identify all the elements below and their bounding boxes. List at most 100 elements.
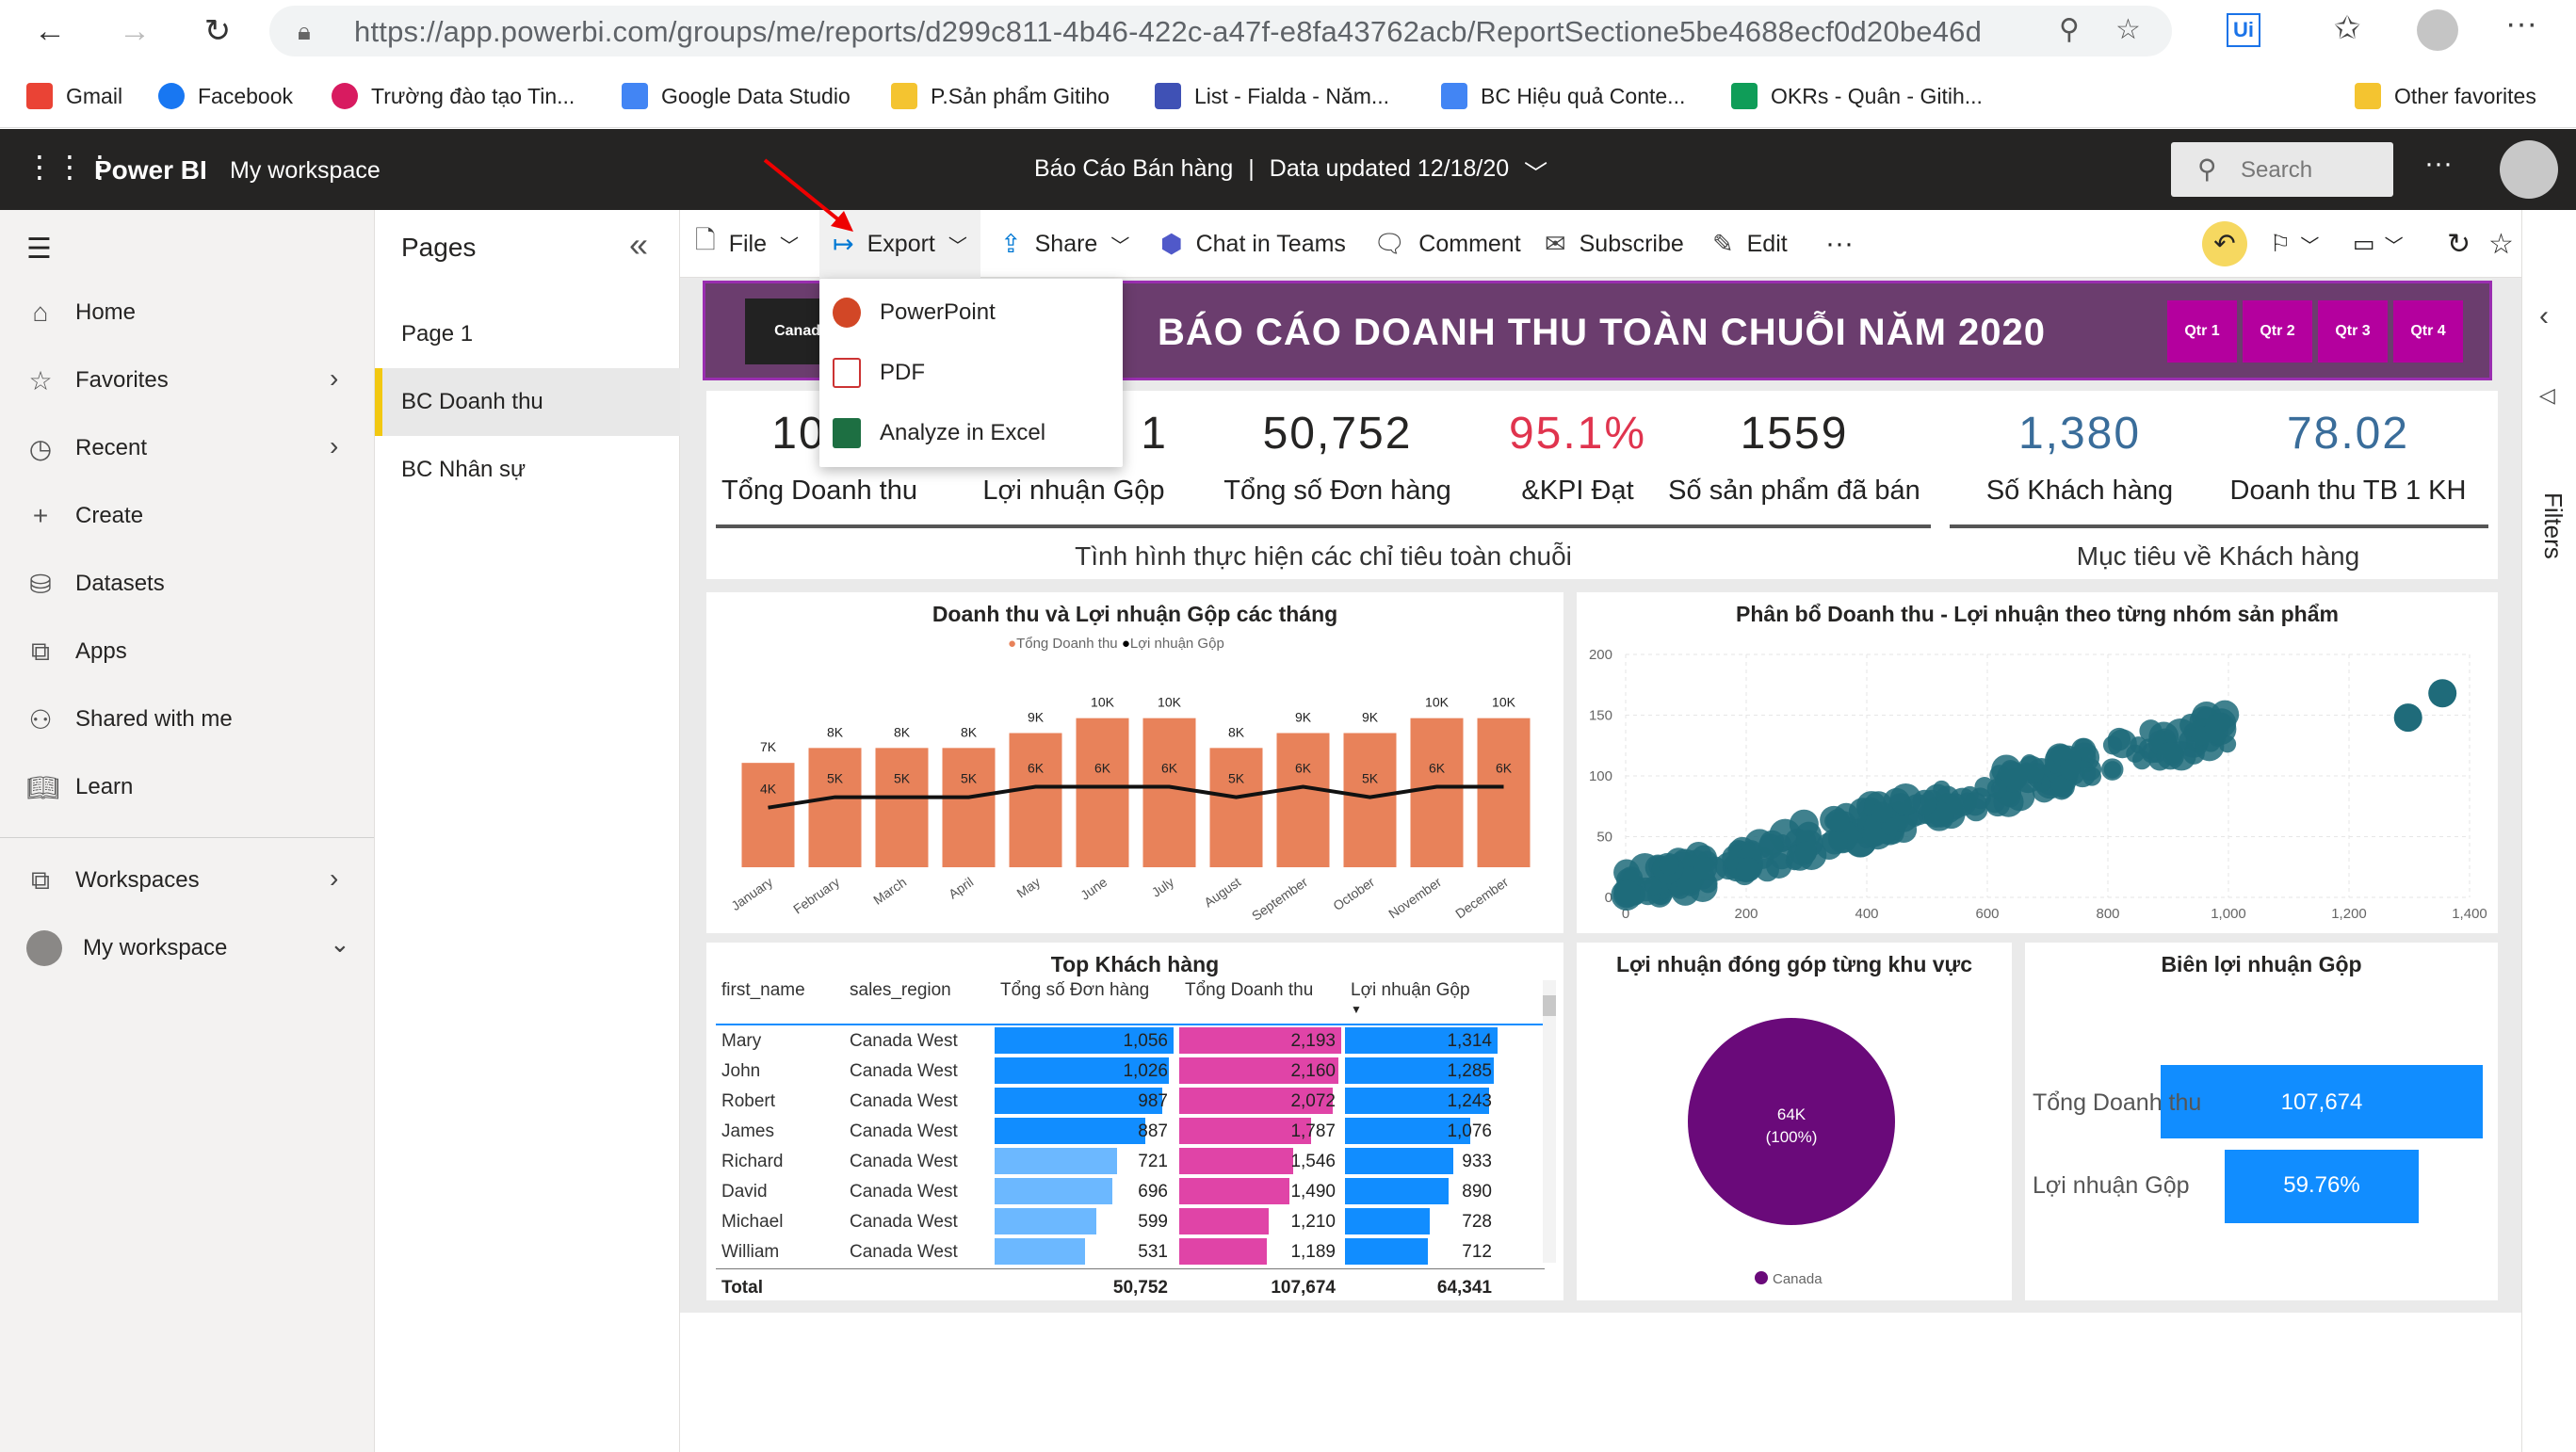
table-column-header[interactable]: sales_region [850, 980, 951, 1000]
page-item-page-1[interactable]: Page 1 [401, 321, 474, 347]
y-tick-label: 200 [1589, 647, 1612, 663]
file-menu-button[interactable]: 🗋︎ File ﹀ [695, 210, 799, 278]
revenue-bar[interactable] [1142, 718, 1196, 867]
export-pdf-item[interactable]: PDF [819, 343, 1123, 403]
nav-my-workspace[interactable]: My workspace [26, 929, 227, 967]
page-item-bc-nhan-su[interactable]: BC Nhân sự [401, 457, 527, 482]
bookmark-icon[interactable]: ⚐ ﹀ [2270, 231, 2320, 257]
forward-arrow-icon[interactable]: → [119, 12, 151, 49]
revenue-bar[interactable] [1343, 733, 1397, 868]
chevron-right-icon[interactable]: › [330, 863, 339, 893]
chevron-right-icon[interactable]: › [330, 431, 339, 460]
bookmark-truong-dao-tao[interactable]: Trường đào tạo Tin... [332, 77, 575, 115]
chevron-down-icon[interactable]: ⌄ [330, 929, 350, 958]
bookmark-other-favorites[interactable]: Other favorites [2355, 77, 2536, 115]
analyze-in-excel-item[interactable]: Analyze in Excel [819, 403, 1123, 463]
chevron-right-icon[interactable]: › [330, 363, 339, 393]
address-bar[interactable]: 🔒︎ https://app.powerbi.com/groups/me/rep… [269, 6, 2172, 56]
monthly-revenue-chart[interactable]: Doanh thu và Lợi nhuận Gộp các tháng ●Tổ… [706, 592, 1563, 933]
zoom-icon[interactable]: ⚲ [2059, 14, 2080, 45]
share-button[interactable]: ⇪ Share ﹀ [1000, 229, 1130, 258]
expand-filters-icon[interactable]: ‹ [2539, 300, 2549, 331]
add-favorite-icon[interactable]: ☆ [2115, 14, 2141, 45]
extension-icon[interactable]: Ui [2227, 13, 2260, 47]
page-item-bc-doanh-thu[interactable]: BC Doanh thu [375, 368, 680, 436]
collapse-pages-icon[interactable]: « [629, 225, 649, 264]
revenue-bar[interactable] [1209, 748, 1263, 867]
bookmark-bc-hieu-qua[interactable]: BC Hiệu quả Conte... [1441, 77, 1685, 115]
nav-shared-with-me[interactable]: ⚇ Shared with me [26, 701, 232, 738]
filters-pane[interactable]: ‹ ◁ Filters [2521, 210, 2576, 1452]
report-title-group[interactable]: Báo Cáo Bán hàng | Data updated 12/18/20… [1034, 155, 1547, 189]
table-column-header[interactable]: Tổng Doanh thu [1185, 980, 1314, 1000]
gross-margin-chart[interactable]: Biên lợi nhuận Gộp Tổng Doanh thu 107,67… [2025, 943, 2498, 1300]
sort-desc-icon[interactable]: ▼ [1351, 1003, 1362, 1016]
favorite-star-icon[interactable]: ☆ [2488, 228, 2514, 260]
back-arrow-icon[interactable]: ← [34, 12, 66, 49]
export-powerpoint-item[interactable]: PowerPoint [819, 282, 1123, 343]
nav-apps[interactable]: ⧉ Apps [26, 633, 127, 670]
revenue-bar[interactable] [1410, 718, 1464, 867]
quarter-slicer-q4[interactable]: Qtr 4 [2393, 300, 2463, 363]
bookmark-fialda[interactable]: List - Fialda - Năm... [1155, 77, 1389, 115]
table-scrollbar-thumb[interactable] [1543, 995, 1556, 1016]
revenue-bar[interactable] [1477, 718, 1531, 867]
toolbar-more-icon[interactable]: ··· [1825, 228, 1854, 259]
quarter-slicer-q2[interactable]: Qtr 2 [2243, 300, 2312, 363]
nav-favorites[interactable]: ☆ Favorites [26, 362, 168, 399]
more-options-icon[interactable]: ··· [2424, 148, 2453, 179]
bookmark-facebook[interactable]: Facebook [158, 77, 293, 115]
nav-create[interactable]: + Create [26, 497, 143, 535]
scatter-chart[interactable]: Phân bổ Doanh thu - Lợi nhuận theo từng … [1577, 592, 2498, 933]
browser-menu-icon[interactable]: ··· [2505, 6, 2537, 41]
table-column-header[interactable]: Lợi nhuận Gộp [1351, 980, 1470, 1000]
lock-icon[interactable]: 🔒︎ [298, 17, 311, 45]
margin-bar-doanh-thu[interactable] [2161, 1065, 2483, 1138]
nav-home[interactable]: ⌂ Home [26, 294, 137, 331]
comment-button[interactable]: 🗨︎ Comment [1373, 230, 1521, 258]
table-column-header[interactable]: Tổng số Đơn hàng [1000, 980, 1150, 1000]
nav-workspaces[interactable]: ⧉ Workspaces [26, 862, 200, 899]
nav-learn[interactable]: 📖︎ Learn [26, 772, 134, 802]
top-customers-table[interactable]: Top Khách hàng first_name sales_region Tổn… [706, 943, 1563, 1300]
workspace-breadcrumb[interactable]: My workspace [230, 157, 381, 184]
bookmark-okrs[interactable]: OKRs - Quân - Gitih... [1731, 77, 1983, 115]
bookmark-san-pham[interactable]: P.Sản phẩm Gitiho [891, 77, 1110, 115]
revenue-bar[interactable] [741, 763, 795, 867]
subscribe-button[interactable]: ✉ Subscribe [1545, 229, 1684, 258]
quarter-slicer-q1[interactable]: Qtr 1 [2167, 300, 2237, 363]
table-column-header[interactable]: first_name [721, 980, 805, 1000]
data-bar [1345, 1057, 1495, 1084]
hamburger-menu-icon[interactable]: ☰ [26, 234, 52, 265]
revenue-bar[interactable] [1276, 733, 1330, 868]
revenue-bar[interactable] [942, 748, 996, 867]
revenue-bar[interactable] [1009, 733, 1062, 868]
bookmark-data-studio[interactable]: Google Data Studio [622, 77, 851, 115]
app-launcher-icon[interactable]: ⋮⋮⋮ [24, 150, 115, 184]
app-name[interactable]: Power BI [94, 155, 207, 185]
nav-recent[interactable]: ◷ Recent [26, 429, 147, 467]
chat-in-teams-button[interactable]: ⬢ Chat in Teams [1160, 229, 1346, 258]
profit-data-label: 6K [1094, 761, 1111, 776]
revenue-bar[interactable] [875, 748, 929, 867]
favorites-icon[interactable]: ✩ [2334, 10, 2361, 46]
export-menu-button[interactable]: ↦ Export ﹀ [819, 210, 980, 278]
reset-icon[interactable]: ↶ [2202, 221, 2247, 266]
bookmark-gmail[interactable]: Gmail [26, 77, 122, 115]
revenue-bar[interactable] [1076, 718, 1129, 867]
quarter-slicer-q3[interactable]: Qtr 3 [2318, 300, 2388, 363]
revenue-bar[interactable] [808, 748, 862, 867]
chevron-down-icon: ﹀ [780, 235, 800, 257]
pie-slice-canada[interactable] [1688, 1018, 1895, 1225]
reload-icon[interactable]: ↻ [203, 13, 232, 49]
view-icon[interactable]: ▭ ﹀ [2353, 231, 2404, 257]
edit-button[interactable]: ✎ Edit [1712, 229, 1788, 258]
table-scrollbar[interactable] [1543, 980, 1556, 1263]
refresh-icon[interactable]: ↻ [2447, 228, 2471, 260]
region-pie-chart[interactable]: Lợi nhuận đóng góp từng khu vực 64K (100… [1577, 943, 2012, 1300]
search-box[interactable]: ⚲ Search [2171, 142, 2393, 197]
user-avatar[interactable] [2500, 140, 2558, 199]
margin-bar-loi-nhuan[interactable] [2225, 1150, 2419, 1223]
nav-datasets[interactable]: ⛁ Datasets [26, 565, 164, 603]
profile-avatar[interactable] [2417, 9, 2458, 51]
